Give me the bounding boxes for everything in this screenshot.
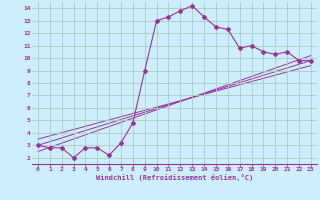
X-axis label: Windchill (Refroidissement éolien,°C): Windchill (Refroidissement éolien,°C): [96, 174, 253, 181]
